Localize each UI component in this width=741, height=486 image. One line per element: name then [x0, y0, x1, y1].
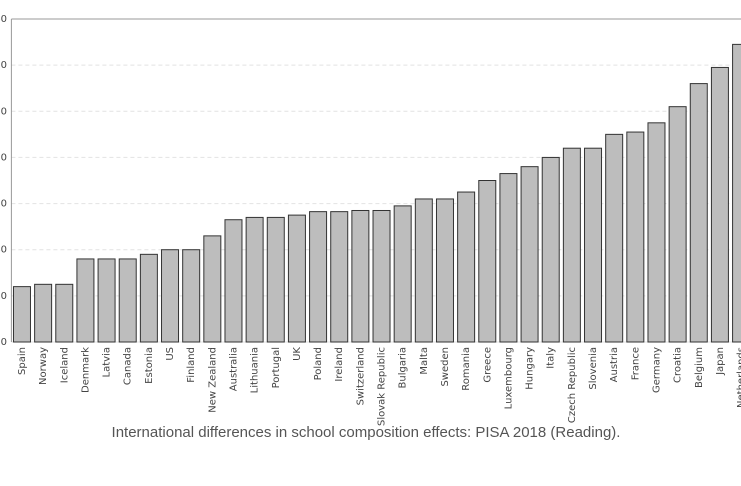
bar: [351, 209, 370, 343]
x-tick-label: Poland: [313, 347, 324, 380]
bar: [330, 211, 349, 343]
x-tick-label: New Zealand: [207, 347, 218, 413]
x-tick-label: Romania: [461, 347, 472, 391]
bar: [478, 180, 497, 343]
bar: [245, 216, 264, 343]
x-tick-label: Denmark: [80, 347, 91, 393]
y-tick-label: 140: [0, 14, 7, 25]
x-tick-label: Croatia: [673, 347, 684, 383]
x-tick-label: Iceland: [59, 347, 70, 383]
bar: [287, 214, 306, 343]
bar: [12, 286, 31, 343]
bar: [668, 106, 687, 343]
y-tick-label: 40: [0, 245, 7, 256]
x-tick-label: Belgium: [694, 347, 705, 388]
x-tick-label: US: [165, 347, 176, 361]
x-tick-label: Finland: [186, 347, 197, 383]
x-tick-label: Australia: [228, 347, 239, 391]
x-tick-label: Sweden: [440, 347, 451, 387]
x-tick-label: Slovak Republic: [377, 347, 388, 426]
y-tick-label: 0: [1, 337, 7, 348]
bar: [182, 249, 201, 343]
bar: [76, 258, 95, 343]
bar: [34, 283, 53, 343]
x-tick-label: Canada: [123, 347, 134, 385]
y-tick-label: 120: [0, 60, 7, 71]
x-tick-label: Lithuania: [250, 347, 261, 393]
bar: [605, 133, 624, 343]
x-tick-label: Luxembourg: [503, 347, 514, 409]
bar: [499, 173, 518, 343]
x-tick-label: Estonia: [144, 347, 155, 384]
x-tick-label: Netherlands: [736, 347, 741, 408]
bar: [309, 211, 328, 343]
bar: [626, 131, 645, 343]
bar: [435, 198, 454, 343]
x-tick-label: Czech Republic: [567, 347, 578, 423]
caption: International differences in school comp…: [112, 424, 621, 441]
x-tick-label: Hungary: [525, 347, 536, 390]
bar: [393, 205, 412, 343]
bar: [372, 209, 391, 343]
bar: [541, 156, 560, 343]
bar: [732, 43, 741, 343]
bar: [710, 66, 729, 343]
x-tick-label: UK: [292, 347, 303, 361]
x-tick-label: Austria: [609, 347, 620, 382]
x-tick-label: Portugal: [271, 347, 282, 388]
bar: [562, 147, 581, 343]
y-tick-label: 100: [0, 106, 7, 117]
bar: [266, 216, 285, 343]
bar: [139, 253, 158, 343]
x-tick-label: Latvia: [102, 347, 113, 377]
bar: [457, 191, 476, 343]
bar: [584, 147, 603, 343]
bar: [55, 283, 74, 343]
x-tick-label: Bulgaria: [398, 347, 409, 388]
x-tick-label: France: [630, 347, 641, 380]
bar: [224, 219, 243, 343]
x-tick-label: Malta: [419, 347, 430, 375]
x-tick-label: Italy: [546, 347, 557, 369]
y-tick-label: 80: [0, 152, 7, 163]
x-tick-label: Germany: [651, 347, 662, 393]
bar: [203, 235, 222, 343]
y-tick-label: 60: [0, 199, 7, 210]
bar: [118, 258, 137, 343]
bar: [161, 249, 180, 343]
bar: [689, 83, 708, 343]
x-tick-label: Japan: [715, 347, 726, 376]
y-tick-label: 20: [0, 291, 7, 302]
bar: [97, 258, 116, 343]
x-tick-label: Spain: [17, 347, 28, 375]
x-tick-label: Switzerland: [355, 347, 366, 405]
bar: [520, 166, 539, 343]
x-tick-label: Norway: [38, 347, 49, 385]
bar: [414, 198, 433, 343]
x-tick-label: Ireland: [334, 347, 345, 382]
x-tick-label: Slovenia: [588, 347, 599, 390]
x-tick-label: Greece: [482, 347, 493, 383]
bar: [647, 122, 666, 343]
